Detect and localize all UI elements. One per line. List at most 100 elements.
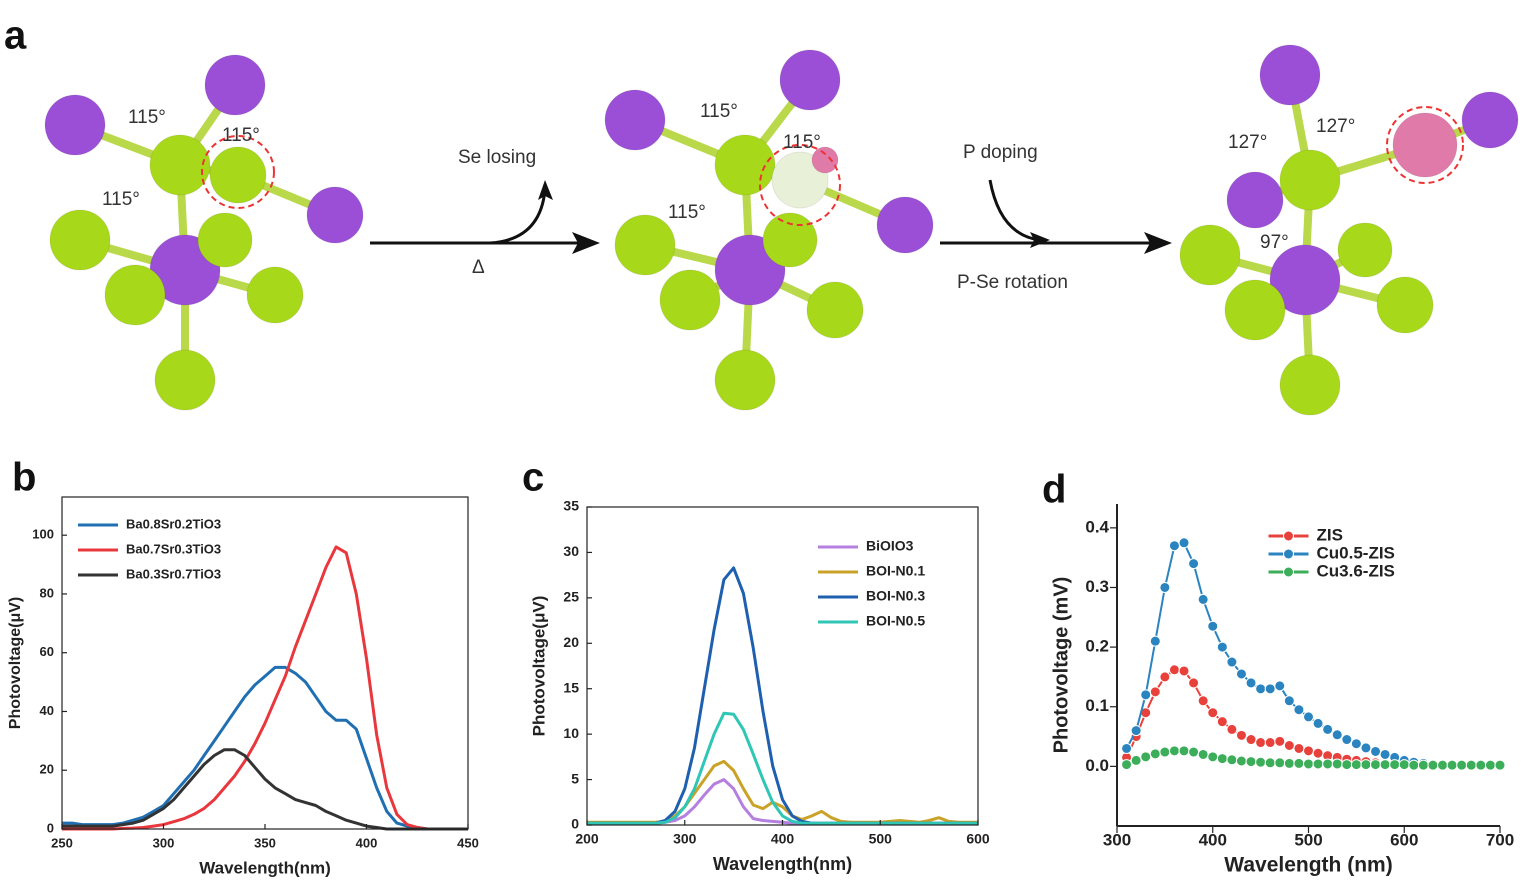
chart: d 300 400 500 600 700 0.0 0.1 0.2 0.3 0.4 Wavelengt… (1042, 468, 1514, 877)
data-point (1245, 734, 1257, 746)
data-point (1197, 748, 1209, 760)
data-line (62, 748, 468, 831)
data-point (1245, 756, 1257, 768)
data-point (1235, 755, 1247, 767)
legend-label: Ba0.3Sr0.7TiO3 (126, 566, 221, 581)
data-point (1159, 581, 1171, 593)
data-point (1235, 729, 1247, 741)
data-point (1255, 683, 1267, 695)
data-point (1293, 757, 1305, 769)
y-tick-label: 0 (571, 816, 579, 832)
angle-label: 115° (102, 189, 140, 210)
y-tick-label: 35 (563, 498, 579, 514)
data-point (1264, 757, 1276, 769)
data-point (1197, 593, 1209, 605)
data-point (1360, 742, 1372, 754)
x-tick-label: 300 (153, 835, 175, 850)
y-tick-label: 5 (571, 770, 579, 786)
data-line (62, 545, 468, 831)
y-tick-label: 0.2 (1085, 637, 1109, 656)
y-tick-label: 30 (563, 543, 579, 559)
legend-label: Ba0.7Sr0.3TiO3 (126, 541, 221, 556)
data-point (1226, 723, 1238, 735)
x-tick-label: 350 (254, 835, 276, 850)
data-point (1408, 759, 1420, 771)
data-point (1379, 759, 1391, 771)
data-point (1427, 759, 1439, 771)
data-point (1283, 757, 1295, 769)
x-tick-label: 450 (457, 835, 479, 850)
data-point (1188, 746, 1200, 758)
x-tick-label: 400 (1199, 830, 1227, 849)
atom (104, 264, 166, 326)
data-point (1379, 748, 1391, 760)
data-point (1168, 745, 1180, 757)
x-tick-label: 400 (356, 835, 378, 850)
legend-label: BOI-N0.5 (866, 613, 925, 629)
legend-label: ZIS (1317, 525, 1343, 544)
data-point (1312, 747, 1324, 759)
atom (876, 196, 934, 254)
data-point (1341, 759, 1353, 771)
data-point (1341, 734, 1353, 746)
y-tick-label: 80 (40, 585, 54, 600)
data-point (1312, 717, 1324, 729)
atom (1224, 279, 1286, 341)
data-point (1417, 759, 1429, 771)
data-point (1226, 754, 1238, 766)
data-point (1264, 683, 1276, 695)
data-point (1178, 665, 1190, 677)
atom (1259, 44, 1321, 106)
angle-label: 97° (1260, 232, 1289, 253)
data-point (1283, 695, 1295, 707)
data-point (1293, 704, 1305, 716)
y-tick-label: 25 (563, 589, 579, 605)
angle-label: 127° (1228, 132, 1267, 153)
atom (614, 214, 676, 276)
data-point (1360, 759, 1372, 771)
x-axis-label: Wavelength(nm) (199, 858, 331, 877)
atom (1179, 224, 1241, 286)
data-point (1389, 759, 1401, 771)
atom (762, 212, 818, 268)
data-point (1350, 759, 1362, 771)
atom (806, 281, 864, 339)
plot-frame (586, 506, 979, 826)
y-tick-label: 0.3 (1085, 577, 1109, 596)
atom (714, 349, 776, 411)
y-tick-label: 60 (40, 644, 54, 659)
data-point (1245, 677, 1257, 689)
atom (306, 186, 364, 244)
data-point (1178, 537, 1190, 549)
y-tick-label: 40 (40, 703, 54, 718)
x-tick-label: 300 (673, 831, 697, 847)
data-point (1370, 759, 1382, 771)
data-point (1216, 753, 1228, 765)
atom (1226, 171, 1284, 229)
data-point (1226, 656, 1238, 668)
data-point (1303, 745, 1314, 757)
x-tick-label: 600 (1390, 830, 1418, 849)
data-point (1331, 729, 1343, 741)
data-point (1331, 758, 1343, 770)
legend-label: Ba0.8Sr0.2TiO3 (126, 516, 221, 531)
data-point (1149, 686, 1161, 698)
data-point (1207, 707, 1219, 719)
chart: c 200 300 400 500 600 0 5 10 15 20 25 30 35 Wavelength… (522, 456, 990, 874)
angle-label: 127° (1316, 116, 1355, 137)
x-tick-label: 400 (771, 831, 795, 847)
data-point (1274, 757, 1286, 769)
atom (154, 349, 216, 411)
atom (44, 94, 106, 156)
highlight-ring (1386, 106, 1464, 184)
data-point (1216, 641, 1228, 653)
data-point (1121, 742, 1133, 754)
data-point (1235, 668, 1247, 680)
y-tick-label: 0.1 (1085, 696, 1109, 715)
data-point (1149, 635, 1161, 647)
data-point (1350, 738, 1362, 750)
data-point (1398, 759, 1410, 771)
data-point (1130, 725, 1142, 737)
arrow (370, 179, 1158, 245)
data-line (62, 665, 468, 831)
